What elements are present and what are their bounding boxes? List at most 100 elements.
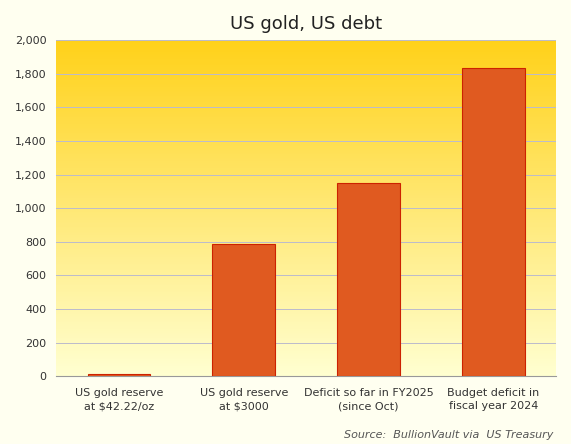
Bar bbox=[57, 250, 556, 252]
Bar bbox=[57, 245, 556, 247]
Bar bbox=[57, 217, 556, 218]
Bar bbox=[57, 173, 556, 174]
Bar bbox=[57, 163, 556, 164]
Bar bbox=[57, 277, 556, 279]
Bar bbox=[57, 274, 556, 275]
Bar bbox=[57, 316, 556, 317]
Bar bbox=[57, 375, 556, 376]
Bar bbox=[57, 262, 556, 264]
Bar bbox=[57, 215, 556, 217]
Bar bbox=[57, 97, 556, 99]
Bar bbox=[87, 374, 150, 376]
Bar bbox=[57, 358, 556, 360]
Bar bbox=[57, 72, 556, 74]
Bar bbox=[57, 363, 556, 365]
Bar bbox=[57, 141, 556, 143]
Bar bbox=[57, 119, 556, 121]
Bar bbox=[57, 287, 556, 289]
Bar bbox=[57, 368, 556, 369]
Bar bbox=[57, 107, 556, 109]
Bar bbox=[57, 104, 556, 106]
Bar bbox=[57, 225, 556, 226]
Bar bbox=[57, 210, 556, 211]
Bar bbox=[57, 343, 556, 344]
Bar bbox=[57, 264, 556, 266]
Bar bbox=[57, 309, 556, 311]
Bar bbox=[57, 185, 556, 186]
Bar bbox=[57, 67, 556, 69]
Bar bbox=[57, 346, 556, 348]
Bar bbox=[57, 279, 556, 281]
Bar bbox=[57, 369, 556, 371]
Bar bbox=[57, 334, 556, 336]
Bar bbox=[57, 353, 556, 354]
Bar bbox=[57, 228, 556, 230]
Bar bbox=[57, 348, 556, 349]
Bar bbox=[57, 337, 556, 339]
Bar bbox=[57, 123, 556, 124]
Bar bbox=[57, 106, 556, 107]
Bar bbox=[57, 260, 556, 262]
Bar bbox=[57, 63, 556, 65]
Bar bbox=[57, 249, 556, 250]
Bar bbox=[57, 91, 556, 92]
Bar bbox=[57, 349, 556, 351]
Bar bbox=[57, 70, 556, 72]
Bar bbox=[57, 168, 556, 170]
Bar bbox=[57, 121, 556, 123]
Bar bbox=[57, 297, 556, 299]
Bar bbox=[57, 296, 556, 297]
Bar bbox=[57, 218, 556, 220]
Bar bbox=[57, 371, 556, 373]
Bar bbox=[57, 138, 556, 139]
Bar bbox=[57, 301, 556, 302]
Bar bbox=[57, 333, 556, 334]
Bar bbox=[57, 114, 556, 116]
Bar bbox=[57, 208, 556, 210]
Bar bbox=[57, 305, 556, 307]
Bar bbox=[57, 148, 556, 149]
Bar bbox=[57, 211, 556, 213]
Bar bbox=[57, 373, 556, 375]
Bar bbox=[57, 234, 556, 235]
Bar bbox=[57, 360, 556, 361]
Bar bbox=[57, 292, 556, 294]
Bar bbox=[57, 284, 556, 285]
Bar bbox=[57, 313, 556, 314]
Bar bbox=[57, 161, 556, 163]
Bar bbox=[57, 44, 556, 45]
Bar bbox=[57, 322, 556, 324]
Bar bbox=[57, 156, 556, 158]
Bar bbox=[57, 188, 556, 190]
Bar bbox=[57, 206, 556, 208]
Title: US gold, US debt: US gold, US debt bbox=[230, 15, 382, 33]
Bar bbox=[57, 339, 556, 341]
Bar bbox=[57, 281, 556, 282]
Bar bbox=[57, 240, 556, 242]
Bar bbox=[57, 304, 556, 305]
Bar bbox=[57, 336, 556, 337]
Bar bbox=[57, 153, 556, 155]
Bar bbox=[57, 146, 556, 148]
Bar bbox=[57, 252, 556, 254]
Bar bbox=[57, 354, 556, 356]
Bar bbox=[57, 275, 556, 277]
Bar bbox=[57, 205, 556, 206]
Bar bbox=[57, 191, 556, 193]
Bar bbox=[57, 57, 556, 59]
Bar bbox=[57, 171, 556, 173]
Bar bbox=[57, 317, 556, 319]
Bar bbox=[57, 282, 556, 284]
Bar bbox=[57, 324, 556, 326]
Bar bbox=[57, 54, 556, 55]
Bar bbox=[57, 258, 556, 260]
Bar bbox=[57, 82, 556, 84]
Bar bbox=[57, 193, 556, 195]
Bar bbox=[57, 60, 556, 62]
Bar bbox=[57, 158, 556, 159]
Bar bbox=[57, 247, 556, 249]
Bar bbox=[57, 164, 556, 166]
Bar bbox=[57, 144, 556, 146]
Bar bbox=[57, 254, 556, 255]
Bar bbox=[57, 257, 556, 258]
